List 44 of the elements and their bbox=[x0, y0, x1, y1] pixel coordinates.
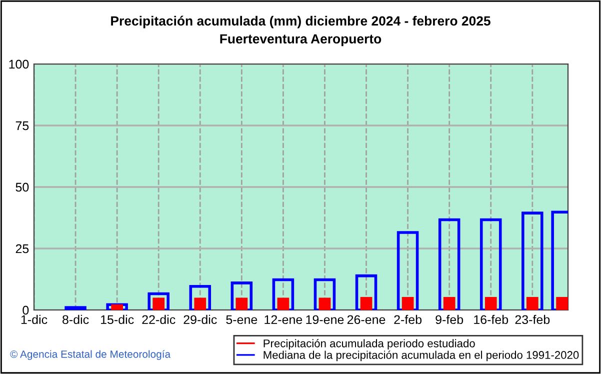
y-tick-label: 50 bbox=[16, 182, 29, 192]
bar bbox=[64, 306, 86, 310]
bar bbox=[556, 296, 568, 310]
x-tick-label: 15-dic bbox=[101, 314, 134, 324]
chart-subtitle: Fuerteventura Aeropuerto bbox=[220, 34, 382, 46]
x-tick-label: 26-ene bbox=[347, 315, 386, 324]
bar bbox=[526, 296, 538, 310]
bar bbox=[438, 218, 460, 310]
bar bbox=[443, 296, 456, 310]
bar bbox=[148, 292, 170, 310]
x-tick-label: 12-ene bbox=[264, 315, 302, 324]
bar bbox=[318, 298, 331, 310]
bar bbox=[396, 231, 419, 310]
legend-label: Precipitación acumulada periodo estudiado bbox=[264, 339, 475, 350]
y-tick-label: 75 bbox=[16, 121, 29, 130]
x-tick-label: 19-ene bbox=[306, 315, 344, 324]
chart-title: Precipitación acumulada (mm) diciembre 2024 - febrero 2025 bbox=[111, 16, 490, 28]
x-tick-label: 5-ene bbox=[226, 315, 258, 324]
x-tick-label: 29-dic bbox=[184, 314, 217, 324]
bar bbox=[402, 296, 414, 310]
x-tick-label: 1-dic bbox=[21, 314, 48, 324]
bar bbox=[314, 278, 336, 310]
bar bbox=[522, 212, 544, 310]
x-tick-label: 2-feb bbox=[394, 314, 422, 324]
x-tick-label: 23-feb bbox=[515, 314, 550, 324]
y-tick-label: 0 bbox=[22, 306, 29, 315]
bar bbox=[355, 274, 378, 310]
bar bbox=[236, 298, 248, 310]
bar bbox=[484, 296, 497, 310]
bar bbox=[360, 296, 372, 310]
y-tick-label: 100 bbox=[9, 60, 29, 69]
bar bbox=[194, 298, 206, 310]
x-tick-label: 16-feb bbox=[474, 314, 508, 324]
bar bbox=[277, 298, 290, 310]
bar bbox=[272, 278, 294, 310]
bar bbox=[480, 218, 502, 310]
y-tick-label: 25 bbox=[16, 244, 29, 254]
bar bbox=[189, 284, 212, 310]
bar bbox=[230, 282, 253, 310]
x-tick-label: 8-dic bbox=[62, 314, 89, 324]
legend-label: Mediana de la precipitación acumulada en el periodo 1991-2020 bbox=[264, 350, 579, 362]
text: © Agencia Estatal de Meteorología bbox=[10, 350, 171, 360]
x-tick-label: 22-dic bbox=[142, 314, 176, 324]
x-tick-label: 9-feb bbox=[436, 314, 464, 324]
